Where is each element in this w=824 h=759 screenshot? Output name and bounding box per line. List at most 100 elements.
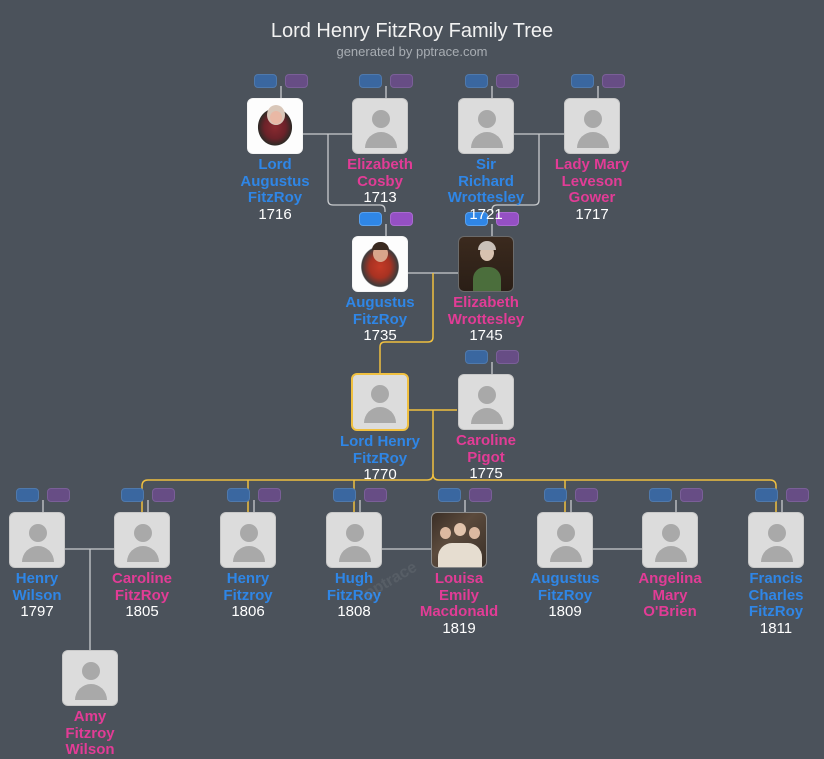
show-father-button[interactable] <box>254 74 277 88</box>
person-photo[interactable] <box>431 512 487 568</box>
show-mother-button[interactable] <box>364 488 387 502</box>
show-father-button[interactable] <box>333 488 356 502</box>
birth-year: 1797 <box>20 603 54 620</box>
person-avatar[interactable] <box>458 374 514 430</box>
show-mother-button[interactable] <box>786 488 809 502</box>
person-node[interactable]: Elizabeth Wrottesley 1745 <box>431 236 541 344</box>
person-name: Caroline Pigot <box>455 432 516 466</box>
avatar-icon <box>372 110 390 128</box>
person-node[interactable]: Sir Richard Wrottesley 1721 <box>431 98 541 223</box>
show-mother-button[interactable] <box>575 488 598 502</box>
avatar-icon <box>82 662 100 680</box>
show-mother-button[interactable] <box>496 212 519 226</box>
avatar-icon <box>584 110 602 128</box>
person-avatar[interactable] <box>458 98 514 154</box>
show-father-button[interactable] <box>16 488 39 502</box>
person-node[interactable]: Henry Wilson 1797 <box>0 512 92 620</box>
show-father-button[interactable] <box>755 488 778 502</box>
person-name: Elizabeth Wrottesley <box>447 294 525 328</box>
person-node[interactable]: Francis Charles FitzRoy 1811 <box>721 512 824 637</box>
parent-toggles <box>649 488 703 502</box>
birth-year: 1770 <box>363 466 397 483</box>
person-avatar[interactable] <box>537 512 593 568</box>
person-node[interactable]: Louisa Emily Macdonald 1819 <box>404 512 514 637</box>
person-avatar[interactable] <box>748 512 804 568</box>
person-node[interactable]: Hugh FitzRoy 1808 <box>299 512 409 620</box>
parent-toggles <box>227 488 281 502</box>
person-node[interactable]: Angelina Mary O'Brien <box>615 512 725 621</box>
show-mother-button[interactable] <box>285 74 308 88</box>
avatar-icon <box>662 524 680 542</box>
person-node[interactable]: Lord Augustus FitzRoy 1716 <box>220 98 330 223</box>
parent-toggles <box>465 212 519 226</box>
show-mother-button[interactable] <box>680 488 703 502</box>
person-photo[interactable] <box>247 98 303 154</box>
parent-toggles <box>333 488 387 502</box>
person-avatar[interactable] <box>564 98 620 154</box>
birth-year: 1745 <box>469 327 503 344</box>
avatar-icon <box>29 524 47 542</box>
person-name: Sir Richard Wrottesley <box>447 156 525 206</box>
person-node[interactable]: Augustus FitzRoy 1809 <box>510 512 620 620</box>
parent-toggles <box>571 74 625 88</box>
person-node[interactable]: Henry Fitzroy 1806 <box>193 512 303 620</box>
show-father-button[interactable] <box>359 74 382 88</box>
person-name: Hugh FitzRoy <box>326 570 382 604</box>
show-mother-button[interactable] <box>496 74 519 88</box>
person-avatar[interactable] <box>642 512 698 568</box>
person-node[interactable]: Amy Fitzroy Wilson <box>35 650 145 759</box>
show-mother-button[interactable] <box>602 74 625 88</box>
person-avatar[interactable] <box>220 512 276 568</box>
person-name: Amy Fitzroy Wilson <box>65 708 115 758</box>
avatar-icon <box>346 524 364 542</box>
show-father-button[interactable] <box>359 212 382 226</box>
person-avatar[interactable] <box>114 512 170 568</box>
person-name: Francis Charles FitzRoy <box>748 570 804 620</box>
person-name: Augustus FitzRoy <box>345 294 415 328</box>
parent-toggles <box>359 212 413 226</box>
show-father-button[interactable] <box>465 350 488 364</box>
parent-toggles <box>544 488 598 502</box>
person-node[interactable]: Augustus FitzRoy 1735 <box>325 236 435 344</box>
person-name: Angelina Mary O'Brien <box>638 570 702 620</box>
birth-year: 1808 <box>337 603 371 620</box>
parent-toggles <box>438 488 492 502</box>
person-avatar[interactable] <box>9 512 65 568</box>
show-mother-button[interactable] <box>47 488 70 502</box>
person-node-focus[interactable]: Lord Henry FitzRoy 1770 <box>325 373 435 483</box>
show-mother-button[interactable] <box>496 350 519 364</box>
parent-toggles <box>16 488 70 502</box>
person-node[interactable]: Caroline FitzRoy 1805 <box>87 512 197 620</box>
birth-year: 1713 <box>363 189 397 206</box>
birth-year: 1805 <box>125 603 159 620</box>
show-mother-button[interactable] <box>258 488 281 502</box>
show-mother-button[interactable] <box>152 488 175 502</box>
show-mother-button[interactable] <box>390 74 413 88</box>
person-node[interactable]: Lady Mary Leveson Gower 1717 <box>537 98 647 223</box>
show-father-button[interactable] <box>465 74 488 88</box>
person-name: Henry Fitzroy <box>223 570 273 604</box>
show-father-button[interactable] <box>571 74 594 88</box>
show-father-button[interactable] <box>649 488 672 502</box>
person-photo[interactable] <box>352 236 408 292</box>
show-father-button[interactable] <box>227 488 250 502</box>
birth-year: 1721 <box>469 205 503 223</box>
parent-toggles <box>254 74 308 88</box>
parent-toggles <box>755 488 809 502</box>
show-mother-button[interactable] <box>390 212 413 226</box>
show-father-button[interactable] <box>121 488 144 502</box>
person-avatar[interactable] <box>351 373 409 431</box>
show-father-button[interactable] <box>438 488 461 502</box>
show-father-button[interactable] <box>544 488 567 502</box>
birth-year: 1717 <box>575 205 609 223</box>
show-father-button[interactable] <box>465 212 488 226</box>
show-mother-button[interactable] <box>469 488 492 502</box>
person-avatar[interactable] <box>352 98 408 154</box>
person-node[interactable]: Elizabeth Cosby 1713 <box>325 98 435 206</box>
person-node[interactable]: Caroline Pigot 1775 <box>431 374 541 482</box>
person-avatar[interactable] <box>326 512 382 568</box>
parent-toggles <box>465 74 519 88</box>
person-photo[interactable] <box>458 236 514 292</box>
person-avatar[interactable] <box>62 650 118 706</box>
birth-year: 1775 <box>469 465 503 482</box>
